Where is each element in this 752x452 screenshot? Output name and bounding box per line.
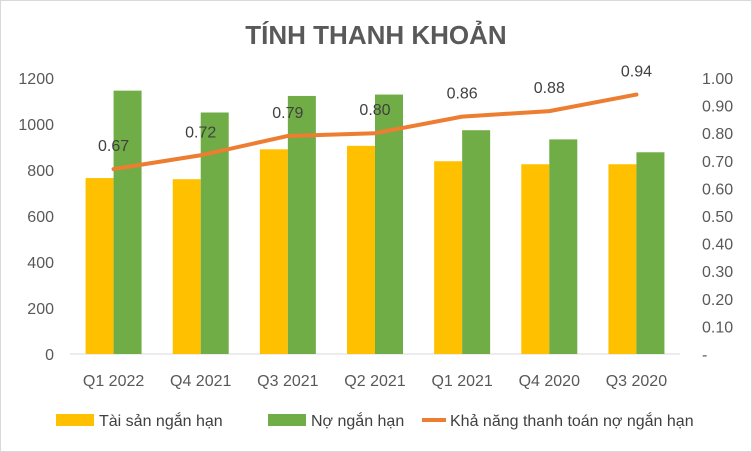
ratio-data-label: 0.72 [185, 124, 216, 141]
bar-tai-san-ngan-han [521, 164, 550, 354]
category-label: Q1 2022 [83, 373, 144, 390]
legend-label: Khả năng thanh toán nợ ngắn hạn [450, 411, 694, 430]
ratio-data-label: 0.67 [98, 138, 129, 155]
right-tick-label: 0.20 [702, 292, 733, 309]
right-tick-label: 1.00 [702, 71, 733, 88]
right-tick-label: 0.80 [702, 126, 733, 143]
category-labels: Q1 2022 Q4 2021 Q3 2021 Q2 2021 Q1 2021 Q4 20… [83, 373, 667, 390]
bar-tai-san-ngan-han [172, 179, 201, 354]
left-tick-label: 800 [27, 163, 54, 180]
bar-tai-san-ngan-han [85, 178, 114, 354]
ratio-data-label: 0.86 [447, 86, 478, 103]
ratio-data-label: 0.88 [534, 80, 565, 97]
bars-group [85, 90, 665, 355]
category-label: Q2 2021 [344, 373, 405, 390]
bar-tai-san-ngan-han [434, 161, 463, 354]
bar-no-ngan-han [636, 152, 665, 354]
right-tick-label: 0.60 [702, 181, 733, 198]
right-tick-label: 0.90 [702, 99, 733, 116]
left-axis: 0 200 400 600 800 1000 1200 [18, 71, 54, 364]
category-label: Q4 2021 [170, 373, 231, 390]
legend-swatch [56, 414, 94, 426]
left-tick-label: 0 [45, 347, 54, 364]
left-tick-label: 1000 [18, 117, 54, 134]
bar-no-ngan-han [549, 139, 578, 354]
category-label: Q3 2021 [257, 373, 318, 390]
ratio-line [111, 92, 639, 172]
bar-no-ngan-han [375, 94, 403, 354]
bar-no-ngan-han [287, 95, 316, 354]
bar-no-ngan-han [462, 130, 491, 354]
left-tick-label: 400 [27, 255, 54, 272]
category-label: Q3 2020 [606, 373, 667, 390]
bar-tai-san-ngan-han [259, 149, 288, 354]
bar-tai-san-ngan-han [608, 164, 637, 354]
category-label: Q1 2021 [431, 373, 492, 390]
left-tick-label: 600 [27, 209, 54, 226]
legend-label: Tài sản ngắn hạn [99, 411, 223, 430]
left-tick-label: 1200 [18, 71, 54, 88]
legend: Tài sản ngắn hạn Nợ ngắn hạn Khả năng than… [56, 411, 694, 430]
legend-swatch [268, 414, 306, 426]
right-tick-label: 0.70 [702, 154, 733, 171]
chart-title: TÍNH THANH KHOẢN [245, 20, 506, 50]
bar-tai-san-ngan-han [347, 145, 375, 354]
ratio-data-label: 0.79 [272, 105, 303, 122]
right-tick-label: 0.10 [702, 319, 733, 336]
right-tick-label: - [702, 347, 707, 364]
ratio-data-label: 0.80 [359, 102, 390, 119]
ratio-line-group: 0.67 0.72 0.79 0.80 0.86 0.88 0.94 [98, 64, 652, 172]
ratio-data-label: 0.94 [621, 64, 652, 81]
legend-label: Nợ ngắn hạn [311, 411, 404, 430]
right-tick-label: 0.50 [702, 209, 733, 226]
right-tick-label: 0.40 [702, 237, 733, 254]
left-tick-label: 200 [27, 301, 54, 318]
right-tick-label: 0.30 [702, 264, 733, 281]
right-axis: - 0.10 0.20 0.30 0.40 0.50 0.60 0.70 0.80 0.90 1.0… [702, 71, 733, 364]
bar-no-ngan-han [113, 90, 142, 355]
category-label: Q4 2020 [519, 373, 580, 390]
